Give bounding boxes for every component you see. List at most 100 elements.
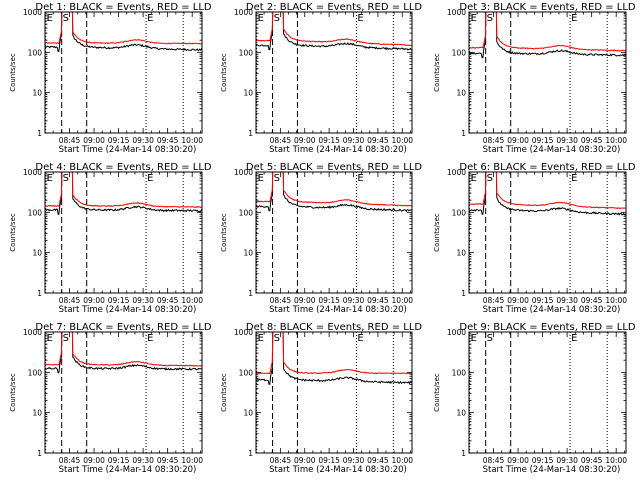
y-tick-label: 1000 (23, 168, 42, 177)
event-marker-label: E (357, 13, 363, 24)
x-tick-label: 10:00 (605, 136, 627, 145)
event-marker-label: E (47, 333, 53, 344)
events-series-line (256, 12, 412, 51)
panel-title: Det 4: BLACK = Events, RED = LLD (35, 162, 212, 173)
x-tick-label: 10:00 (605, 456, 627, 465)
lld-series-line (45, 172, 202, 209)
events-series-line (256, 172, 412, 213)
x-tick-label: 08:45 (483, 456, 505, 465)
event-marker-label: S (487, 333, 493, 344)
x-tick-label: 09:30 (132, 456, 154, 465)
event-marker-label: S (63, 173, 69, 184)
event-marker-label: E (571, 173, 577, 184)
event-marker-label: E (357, 333, 363, 344)
y-axis-label: Counts/sec (433, 213, 441, 252)
panel-1: Det 1: BLACK = Events, RED = LLD Counts/s… (9, 2, 212, 155)
x-axis-label: Start Time (24-Mar-14 08:30:20) (483, 465, 621, 475)
panel-frame (44, 171, 203, 294)
y-axis-label: Counts/sec (220, 53, 228, 92)
x-tick-label: 09:15 (318, 136, 340, 145)
y-tick-label: 100 (28, 368, 43, 377)
x-tick-label: 09:30 (132, 136, 154, 145)
x-tick-label: 10:00 (181, 296, 203, 305)
y-axis-label: Counts/sec (433, 53, 441, 92)
y-axis-label: Counts/sec (220, 373, 228, 412)
lld-series-line (45, 12, 202, 45)
y-tick-label: 1 (461, 129, 466, 138)
y-tick-label: 100 (28, 208, 43, 217)
event-marker-label: E (147, 333, 153, 344)
x-tick-label: 10:00 (391, 456, 413, 465)
y-tick-label: 10 (32, 249, 42, 258)
y-tick-label: 1 (248, 289, 253, 298)
x-tick-label: 08:45 (59, 136, 81, 145)
lld-series-line (469, 172, 626, 210)
event-marker-label: S (487, 173, 493, 184)
events-series-line (256, 332, 412, 385)
panel-7: Det 7: BLACK = Events, RED = LLD Counts/s… (9, 322, 212, 475)
x-tick-label: 09:00 (507, 136, 529, 145)
y-tick-label: 100 (452, 368, 467, 377)
lld-series-line (45, 332, 202, 367)
x-tick-label: 08:45 (59, 296, 81, 305)
event-marker-label: E (47, 173, 53, 184)
event-marker-label: E (147, 13, 153, 24)
x-axis-label: Start Time (24-Mar-14 08:30:20) (59, 305, 197, 315)
y-tick-label: 100 (239, 368, 254, 377)
event-marker-label: S (274, 13, 280, 24)
x-tick-label: 09:00 (507, 296, 529, 305)
panel-frame (255, 11, 413, 134)
panel-title: Det 6: BLACK = Events, RED = LLD (459, 162, 636, 173)
y-tick-label: 1 (37, 449, 42, 458)
y-axis-label: Counts/sec (220, 213, 228, 252)
x-tick-label: 09:45 (581, 136, 603, 145)
y-tick-label: 1000 (23, 8, 42, 17)
x-tick-label: 10:00 (181, 136, 203, 145)
event-marker-label: E (471, 333, 477, 344)
x-tick-label: 08:45 (483, 136, 505, 145)
panel-title: Det 7: BLACK = Events, RED = LLD (35, 322, 212, 333)
lld-series-line (256, 12, 412, 47)
x-tick-label: 09:15 (532, 456, 554, 465)
event-marker-label: E (147, 173, 153, 184)
y-tick-label: 10 (32, 409, 42, 418)
x-tick-label: 09:15 (318, 296, 340, 305)
y-tick-label: 10 (456, 409, 466, 418)
x-tick-label: 09:45 (157, 456, 179, 465)
event-marker-label: E (258, 333, 264, 344)
event-marker-label: E (47, 13, 53, 24)
x-axis-label: Start Time (24-Mar-14 08:30:20) (269, 305, 407, 315)
y-tick-label: 1 (37, 129, 42, 138)
x-tick-label: 09:30 (132, 296, 154, 305)
y-tick-label: 100 (452, 208, 467, 217)
lld-series-line (469, 12, 626, 52)
y-tick-label: 1000 (234, 8, 253, 17)
x-tick-label: 10:00 (391, 136, 413, 145)
y-tick-label: 1000 (234, 168, 253, 177)
x-tick-label: 09:15 (318, 456, 340, 465)
x-axis-label: Start Time (24-Mar-14 08:30:20) (483, 305, 621, 315)
events-series-line (45, 332, 202, 374)
event-marker-label: E (258, 173, 264, 184)
panel-frame (255, 171, 413, 294)
x-tick-label: 09:00 (507, 456, 529, 465)
x-tick-label: 08:45 (59, 456, 81, 465)
panel-title: Det 8: BLACK = Events, RED = LLD (246, 322, 423, 333)
y-tick-label: 1000 (447, 8, 466, 17)
panel-6: Det 6: BLACK = Events, RED = LLD Counts/s… (433, 162, 636, 315)
x-tick-label: 09:45 (367, 456, 389, 465)
y-axis-label: Counts/sec (9, 373, 17, 412)
x-tick-label: 10:00 (181, 456, 203, 465)
y-tick-label: 10 (456, 89, 466, 98)
panel-4: Det 4: BLACK = Events, RED = LLD Counts/s… (9, 162, 212, 315)
lld-series-line (256, 332, 412, 375)
x-tick-label: 09:00 (83, 136, 105, 145)
panel-title: Det 2: BLACK = Events, RED = LLD (246, 2, 423, 13)
y-tick-label: 1 (248, 449, 253, 458)
x-tick-label: 09:15 (108, 456, 130, 465)
x-tick-label: 08:45 (270, 456, 292, 465)
events-series-line (469, 172, 626, 216)
x-tick-label: 09:45 (157, 136, 179, 145)
x-tick-label: 10:00 (605, 296, 627, 305)
